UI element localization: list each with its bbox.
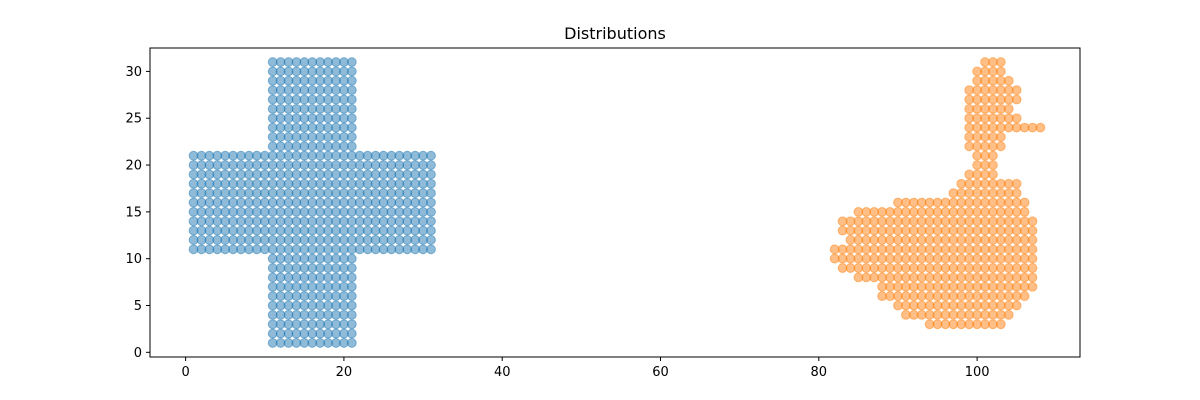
data-point	[426, 235, 436, 245]
data-point	[346, 66, 357, 77]
x-axis-ticks: 0 20 40 60 80 100	[181, 357, 990, 380]
data-point	[346, 141, 357, 152]
data-point	[988, 150, 998, 161]
data-point	[346, 319, 357, 330]
data-point	[346, 57, 357, 67]
data-point	[346, 263, 357, 273]
y-tick-label: 25	[125, 112, 142, 127]
x-tick-label: 60	[652, 365, 669, 380]
data-point	[1003, 309, 1014, 320]
data-point	[995, 141, 1006, 152]
x-tick-label: 100	[965, 365, 990, 380]
data-point	[1019, 291, 1030, 302]
data-point	[346, 281, 357, 292]
data-point	[995, 132, 1006, 142]
data-point	[1011, 94, 1022, 105]
data-point	[346, 272, 357, 283]
data-point	[1027, 225, 1038, 236]
points-layer	[188, 57, 1046, 348]
y-tick-label: 20	[125, 159, 142, 174]
data-point	[426, 244, 436, 255]
data-point	[346, 132, 357, 142]
data-point	[346, 94, 357, 105]
data-point	[1027, 281, 1038, 292]
plot-frame	[149, 47, 1081, 358]
data-point	[426, 225, 436, 236]
data-point	[346, 338, 357, 348]
data-point	[1019, 206, 1030, 217]
data-point	[346, 113, 357, 124]
y-tick-label: 10	[125, 252, 142, 267]
data-point	[1011, 113, 1022, 124]
data-point	[346, 253, 357, 264]
series-duck	[829, 57, 1046, 330]
data-point	[1027, 235, 1038, 245]
data-point	[1027, 216, 1038, 227]
data-point	[1027, 272, 1038, 283]
data-point	[346, 122, 357, 133]
data-point	[426, 188, 436, 199]
data-point	[426, 206, 436, 217]
data-point	[426, 197, 436, 208]
data-point	[426, 216, 436, 227]
data-point	[426, 169, 436, 180]
data-point	[1011, 300, 1022, 311]
series-plus	[188, 57, 436, 348]
y-tick-label: 5	[134, 299, 142, 314]
data-point	[426, 150, 436, 161]
y-tick-label: 30	[125, 65, 142, 80]
data-point	[346, 85, 357, 96]
data-point	[995, 57, 1006, 67]
data-point	[346, 291, 357, 302]
data-point	[346, 103, 357, 114]
data-point	[346, 309, 357, 320]
data-point	[1003, 75, 1014, 86]
x-tick-label: 40	[494, 365, 511, 380]
data-point	[1027, 253, 1038, 264]
data-point	[1003, 103, 1014, 114]
data-point	[1027, 263, 1038, 273]
data-point	[995, 319, 1006, 330]
x-tick-label: 0	[181, 365, 189, 380]
data-point	[426, 160, 436, 170]
x-tick-label: 20	[336, 365, 353, 380]
data-point	[1019, 197, 1030, 208]
data-point	[995, 66, 1006, 77]
data-point	[1035, 122, 1046, 133]
data-point	[1011, 85, 1022, 96]
y-tick-label: 15	[125, 205, 142, 220]
data-point	[1027, 244, 1038, 255]
y-tick-label: 0	[134, 346, 142, 361]
data-point	[1011, 188, 1022, 199]
data-point	[1011, 178, 1022, 189]
data-point	[988, 160, 998, 170]
x-tick-label: 80	[811, 365, 828, 380]
data-point	[988, 169, 998, 180]
data-point	[346, 328, 357, 339]
chart-title: Distributions	[564, 24, 666, 43]
data-point	[426, 178, 436, 189]
data-point	[346, 300, 357, 311]
data-point	[346, 75, 357, 86]
y-axis-ticks: 0 5 10 15 20 25 30	[125, 65, 150, 361]
